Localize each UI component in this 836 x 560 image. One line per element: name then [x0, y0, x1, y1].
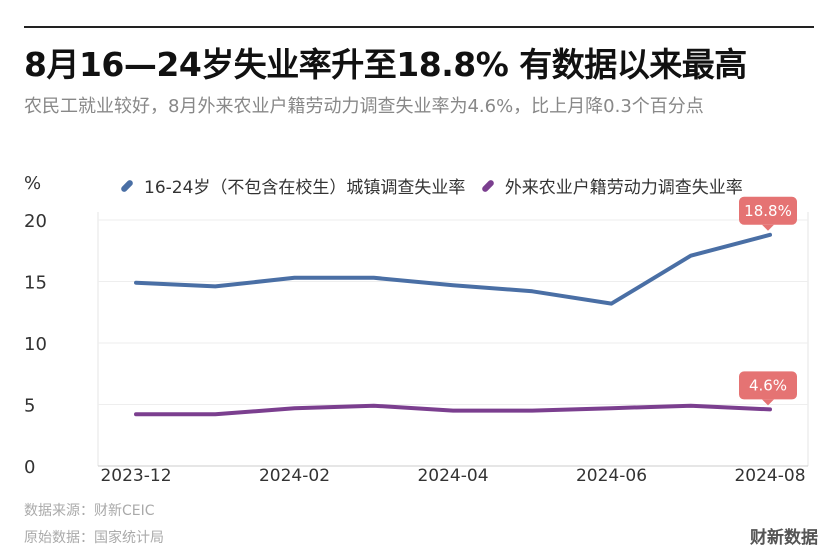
- chart-title: 8月16—24岁失业率升至18.8% 有数据以来最高: [24, 45, 747, 84]
- series-line-2: [134, 403, 772, 417]
- series-line-1: [134, 232, 772, 306]
- y-tick-label: 10: [24, 334, 47, 355]
- y-tick-label: 0: [24, 457, 35, 478]
- top-rule: [24, 26, 814, 28]
- x-tick-label: 2024-06: [576, 466, 647, 486]
- end-label-pointer-1: [762, 224, 774, 231]
- legend-item-series-1: 16-24岁（不包含在校生）城镇调查失业率: [119, 173, 466, 198]
- source-line-1: 数据来源：财新CEIC: [24, 503, 155, 519]
- y-axis-unit: %: [24, 173, 42, 194]
- y-tick-label: 20: [24, 211, 47, 232]
- end-label-box-2: [739, 371, 797, 400]
- x-tick-label: 2023-12: [100, 466, 171, 486]
- chart-subtitle: 农民工就业较好，8月外来农业户籍劳动力调查失业率为4.6%，比上月降0.3个百分…: [24, 96, 704, 117]
- end-label-pointer-2: [762, 399, 774, 406]
- source-line-2: 原始数据：国家统计局: [24, 530, 164, 546]
- x-tick-label: 2024-08: [734, 466, 805, 486]
- legend-item-series-2: 外来农业户籍劳动力调查失业率: [480, 173, 743, 198]
- y-tick-label: 15: [24, 273, 47, 294]
- x-tick-label: 2024-04: [417, 466, 488, 486]
- data-label-1: 18.8%: [744, 202, 792, 220]
- brand-logo: 财新数据: [750, 528, 818, 548]
- data-label-2: 4.6%: [749, 376, 787, 394]
- legend-label-series-1: 16-24岁（不包含在校生）城镇调查失业率: [144, 178, 466, 198]
- legend: 16-24岁（不包含在校生）城镇调查失业率 外来农业户籍劳动力调查失业率: [119, 173, 753, 198]
- y-tick-label: 5: [24, 396, 35, 417]
- end-label-box-1: [739, 196, 797, 225]
- legend-label-series-2: 外来农业户籍劳动力调查失业率: [504, 178, 743, 198]
- x-tick-label: 2024-02: [259, 466, 330, 486]
